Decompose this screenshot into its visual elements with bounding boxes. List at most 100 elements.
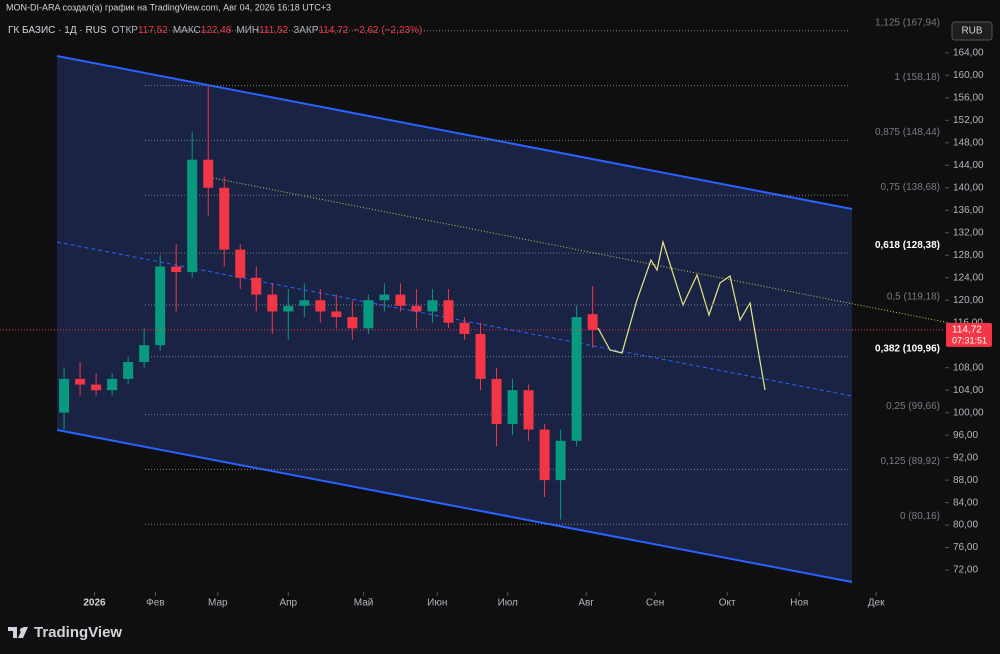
candle-body <box>123 362 134 379</box>
y-tick-label: 124,00 <box>953 272 984 283</box>
candle-body <box>139 345 150 363</box>
y-tick-label: 88,00 <box>953 475 978 486</box>
legend-field-name: ОТКР <box>112 25 139 36</box>
brand-logo <box>8 627 28 638</box>
candle-body <box>91 384 102 391</box>
candle-body <box>475 333 486 379</box>
fib-label: 0,618 (128,38) <box>875 240 940 251</box>
fib-label: 0,75 (138,68) <box>881 182 941 193</box>
x-tick-label: Мар <box>208 598 228 609</box>
candle-body <box>267 294 278 312</box>
countdown: 07:31:51 <box>952 335 987 345</box>
y-tick-label: 96,00 <box>953 430 978 441</box>
candle-body <box>171 266 182 273</box>
y-tick-label: 144,00 <box>953 160 984 171</box>
candle-body <box>379 294 390 301</box>
candle-body <box>155 266 166 346</box>
x-tick-label: Апр <box>279 598 297 609</box>
candle-body <box>507 390 518 424</box>
x-tick-label: 2026 <box>83 598 106 609</box>
candle-body <box>107 378 118 391</box>
y-tick-label: 160,00 <box>953 70 984 81</box>
candle-body <box>59 378 70 413</box>
legend-change: −2,62 (−2,23%) <box>353 25 422 36</box>
y-tick-label: 80,00 <box>953 520 978 531</box>
fib-label: 0,875 (148,44) <box>875 127 940 138</box>
candle-body <box>459 322 470 334</box>
channel-bottom <box>56 429 853 583</box>
candle-body <box>587 314 598 330</box>
candle-body <box>283 305 294 312</box>
x-tick-label: Дек <box>868 598 885 609</box>
y-tick-label: 136,00 <box>953 205 984 216</box>
fib-label: 0,382 (109,96) <box>875 343 940 354</box>
y-tick-label: 104,00 <box>953 385 984 396</box>
brand: TradingView <box>34 624 122 641</box>
y-tick-label: 72,00 <box>953 565 978 576</box>
x-tick-label: Сен <box>646 598 664 609</box>
y-tick-label: 84,00 <box>953 497 978 508</box>
last-price-label: 114,72 <box>952 325 982 336</box>
legend-field-name: МИН <box>236 25 259 36</box>
legend-field-name: ЗАКР <box>293 25 319 36</box>
x-tick-label: Май <box>354 598 374 609</box>
x-tick-label: Авг <box>578 598 594 609</box>
y-tick-label: 120,00 <box>953 295 984 306</box>
candle-body <box>187 159 198 273</box>
candle-body <box>251 277 262 295</box>
fib-label: 0 (80,16) <box>900 511 940 522</box>
candle-body <box>203 159 214 188</box>
y-tick-label: 76,00 <box>953 542 978 553</box>
candle-body <box>219 187 230 250</box>
y-tick-label: 108,00 <box>953 362 984 373</box>
y-tick-label: 132,00 <box>953 227 984 238</box>
candle-body <box>331 311 342 318</box>
legend-field-value: 111,52 <box>259 25 289 36</box>
fib-label: 1,125 (167,94) <box>875 17 940 28</box>
trend-line <box>212 177 946 323</box>
y-tick-label: 128,00 <box>953 250 984 261</box>
candle-body <box>427 300 438 312</box>
candle-body <box>75 378 86 385</box>
legend-field-value: 122,48 <box>201 25 232 36</box>
x-tick-label: Июл <box>498 598 518 609</box>
x-tick-label: Июн <box>427 598 447 609</box>
x-tick-label: Окт <box>719 598 736 609</box>
fib-label: 1 (158,18) <box>894 72 940 83</box>
y-tick-label: 156,00 <box>953 92 984 103</box>
currency: RUB <box>961 26 982 37</box>
projection-path <box>597 239 766 391</box>
candle-body <box>411 305 422 312</box>
candle-body <box>555 440 566 481</box>
legend-field-value: 114,72 <box>318 25 348 36</box>
candle-body <box>539 429 550 481</box>
candle-body <box>491 378 502 424</box>
symbol-legend: ГК БАЗИС · 1Д · RUS ОТКР117,52 МАКС122,48 М… <box>8 25 422 36</box>
x-tick-label: Ноя <box>790 598 808 609</box>
legend-field-name: МАКС <box>173 25 201 36</box>
x-tick-label: Фев <box>146 598 164 609</box>
channel-fill <box>57 56 852 582</box>
legend-field-value: 117,52 <box>138 25 168 36</box>
candle-body <box>363 300 374 329</box>
y-tick-label: 100,00 <box>953 407 984 418</box>
y-tick-label: 116,00 <box>953 317 983 328</box>
y-tick-label: 92,00 <box>953 452 978 463</box>
candle-body <box>347 317 358 329</box>
candle-body <box>443 300 454 323</box>
candle-body <box>315 300 326 312</box>
fib-label: 0,5 (119,18) <box>887 291 940 302</box>
y-tick-label: 164,00 <box>953 47 984 58</box>
symbol: ГК БАЗИС · 1Д · RUS <box>8 25 107 36</box>
candle-body <box>523 390 534 430</box>
candle-body <box>235 249 246 278</box>
currency-box[interactable] <box>951 21 993 41</box>
channel-top <box>56 55 853 210</box>
y-tick-label: 152,00 <box>953 115 984 126</box>
candle-body <box>571 317 582 441</box>
candle-body <box>299 300 310 306</box>
attribution: MON-DI-ARA создал(а) график на TradingVi… <box>6 2 331 12</box>
last-price-box <box>946 322 992 347</box>
y-tick-label: 140,00 <box>953 182 984 193</box>
